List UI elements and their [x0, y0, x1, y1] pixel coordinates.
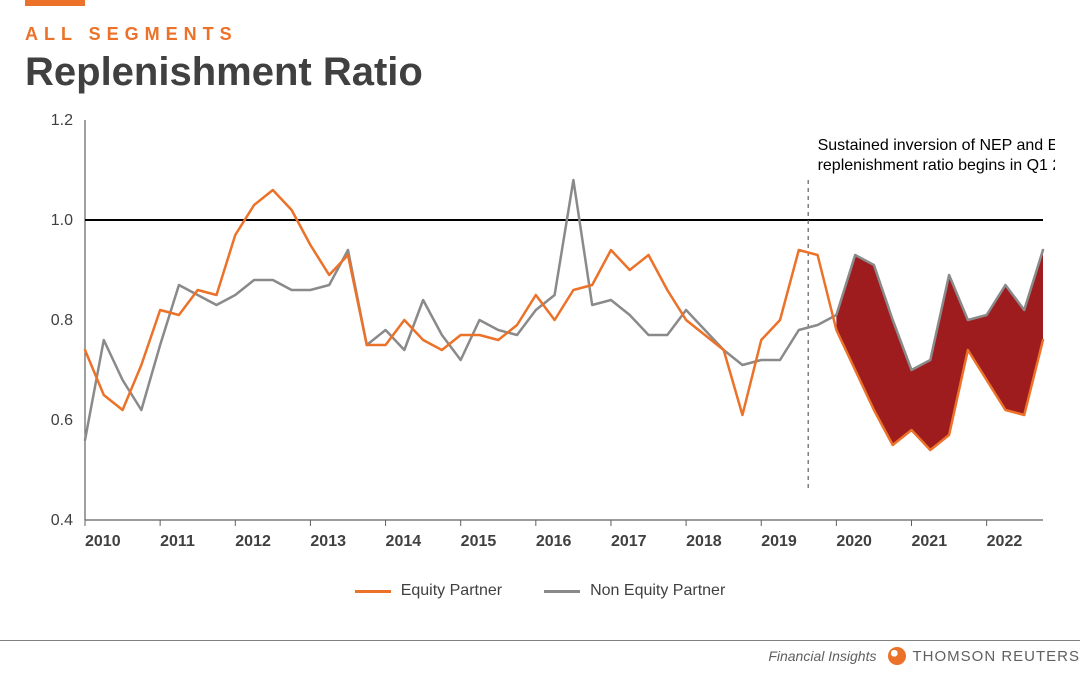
x-tick-label: 2010 [85, 533, 121, 550]
y-tick-label: 1.2 [51, 112, 73, 129]
x-tick-label: 2017 [611, 533, 647, 550]
x-tick-label: 2018 [686, 533, 722, 550]
y-tick-label: 0.8 [51, 312, 73, 329]
y-tick-label: 1.0 [51, 212, 73, 229]
financial-insights-label: Financial Insights [768, 648, 876, 664]
annotation-line1: Sustained inversion of NEP and EP [818, 137, 1055, 154]
legend-label: Equity Partner [401, 582, 502, 600]
legend-item-non_equity_partner: Non Equity Partner [544, 582, 725, 600]
legend-label: Non Equity Partner [590, 582, 725, 600]
footer: Financial Insights THOMSON REUTERS [0, 640, 1080, 665]
replenishment-chart: 0.4 0.6 0.8 1.0 1.2 2010 2011 2012 2013 2014 2015 2… [25, 110, 1055, 590]
x-tick-label: 2015 [461, 533, 497, 550]
x-tick-label: 2021 [912, 533, 948, 550]
y-tick-label: 0.4 [51, 512, 73, 529]
legend-swatch [355, 590, 391, 593]
legend: Equity Partner Non Equity Partner [25, 582, 1055, 600]
chart-container: 0.4 0.6 0.8 1.0 1.2 2010 2011 2012 2013 2014 2015 2… [25, 110, 1055, 590]
page: ALL SEGMENTS Replenishment Ratio 0.40.60… [0, 0, 1080, 675]
x-tick-label: 2022 [987, 533, 1023, 550]
legend-item-equity_partner: Equity Partner [355, 582, 502, 600]
legend-swatch [544, 590, 580, 593]
accent-bar [25, 0, 85, 6]
brand-logo-icon [888, 647, 906, 665]
eyebrow: ALL SEGMENTS [25, 24, 238, 45]
x-tick-label: 2016 [536, 533, 572, 550]
page-title: Replenishment Ratio [25, 50, 423, 95]
x-tick-label: 2019 [761, 533, 797, 550]
x-tick-label: 2011 [160, 533, 195, 550]
y-tick-label: 0.6 [51, 412, 73, 429]
x-tick-label: 2012 [235, 533, 271, 550]
inversion-fill [836, 250, 1043, 450]
annotation-line2: replenishment ratio begins in Q1 2020 [818, 157, 1055, 174]
x-tick-label: 2014 [386, 533, 422, 550]
x-tick-label: 2020 [836, 533, 872, 550]
brand: THOMSON REUTERS [888, 647, 1080, 665]
brand-text: THOMSON REUTERS [912, 648, 1080, 665]
x-tick-label: 2013 [310, 533, 346, 550]
